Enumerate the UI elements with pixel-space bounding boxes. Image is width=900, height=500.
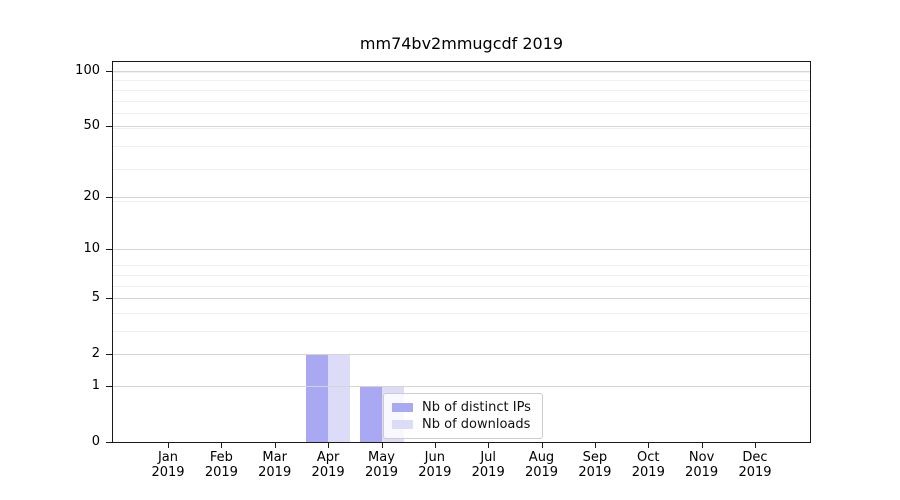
legend-swatch [392,420,413,429]
y-tick-label: 0 [91,434,100,449]
y-tick-label: 2 [91,345,100,361]
gridline-minor [113,127,810,129]
bar-apr-nb-of-distinct-ips [306,353,329,442]
gridline-minor [113,312,810,314]
legend-row: Nb of distinct IPs [392,399,534,416]
x-tick-label-may: May 2019 [364,450,399,480]
legend-item-label: Nb of distinct IPs [422,400,531,415]
y-tick-mark [106,71,112,72]
x-tick-label-mar: Mar 2019 [258,450,292,480]
y-tick-label: 50 [83,117,100,133]
y-tick-mark [106,353,112,355]
x-tick-mark [488,443,490,448]
gridline-major [113,386,810,388]
legend-row: Nb of downloads [392,416,534,433]
x-tick-mark [755,443,756,448]
x-tick-mark [168,443,169,448]
gridline-major [113,353,810,355]
x-tick-label-apr: Apr 2019 [311,450,345,480]
y-tick-mark [106,442,112,443]
x-tick-label-jan: Jan 2019 [151,450,185,480]
x-tick-label-jul: Jul 2019 [471,450,505,480]
legend-swatch [392,403,413,412]
y-tick-label: 5 [91,290,100,305]
grid-layer [113,62,810,442]
y-tick-label: 20 [83,189,100,205]
y-tick-mark [106,386,112,388]
x-tick-label-jun: Jun 2019 [418,450,452,480]
gridline-minor [113,201,810,203]
x-tick-mark [701,443,703,448]
y-tick-mark [106,125,112,127]
y-tick-mark [106,197,112,199]
x-tick-mark [434,443,436,448]
gridline-minor [113,80,810,82]
x-tick-mark [274,443,276,448]
x-tick-label-nov: Nov 2019 [685,450,719,480]
gridline-minor [113,265,810,267]
gridline-minor [113,112,810,114]
gridline-minor [113,100,810,102]
gridline-minor [113,285,810,287]
y-tick-label: 10 [83,241,100,257]
x-tick-label-feb: Feb 2019 [204,450,238,480]
x-tick-mark [221,443,223,448]
x-tick-mark [541,443,543,448]
x-tick-mark [648,443,650,448]
x-tick-label-sep: Sep 2019 [578,450,612,480]
gridline-major [113,197,810,199]
gridline-major [113,249,810,251]
x-tick-mark [594,443,596,448]
gridline-minor [113,71,810,73]
x-tick-mark [381,443,383,448]
gridline-minor [113,89,810,91]
x-tick-label-oct: Oct 2019 [631,450,665,480]
y-tick-mark [106,298,112,299]
legend: Nb of distinct IPs Nb of downloads [383,393,543,439]
bars-layer [113,62,810,442]
x-tick-label-dec: Dec 2019 [738,450,772,480]
x-tick-mark [328,443,330,448]
y-tick-label: 1 [91,378,100,394]
gridline-minor [113,274,810,276]
gridline-minor [113,145,810,147]
y-tick-mark [106,249,112,251]
gridline-major [113,298,810,299]
bar-apr-nb-of-downloads [328,353,351,442]
gridline-major [113,71,810,72]
gridline-major [113,125,810,127]
x-tick-label-aug: Aug 2019 [524,450,559,480]
gridline-minor [113,330,810,332]
bar-may-nb-of-distinct-ips [359,386,382,442]
gridline-minor [113,168,810,170]
legend-item-label: Nb of downloads [422,417,531,432]
chart-title: mm74bv2mmugcdf 2019 [359,34,564,53]
y-tick-label: 100 [75,63,100,78]
plot-area: Nb of distinct IPs Nb of downloads [112,61,811,443]
